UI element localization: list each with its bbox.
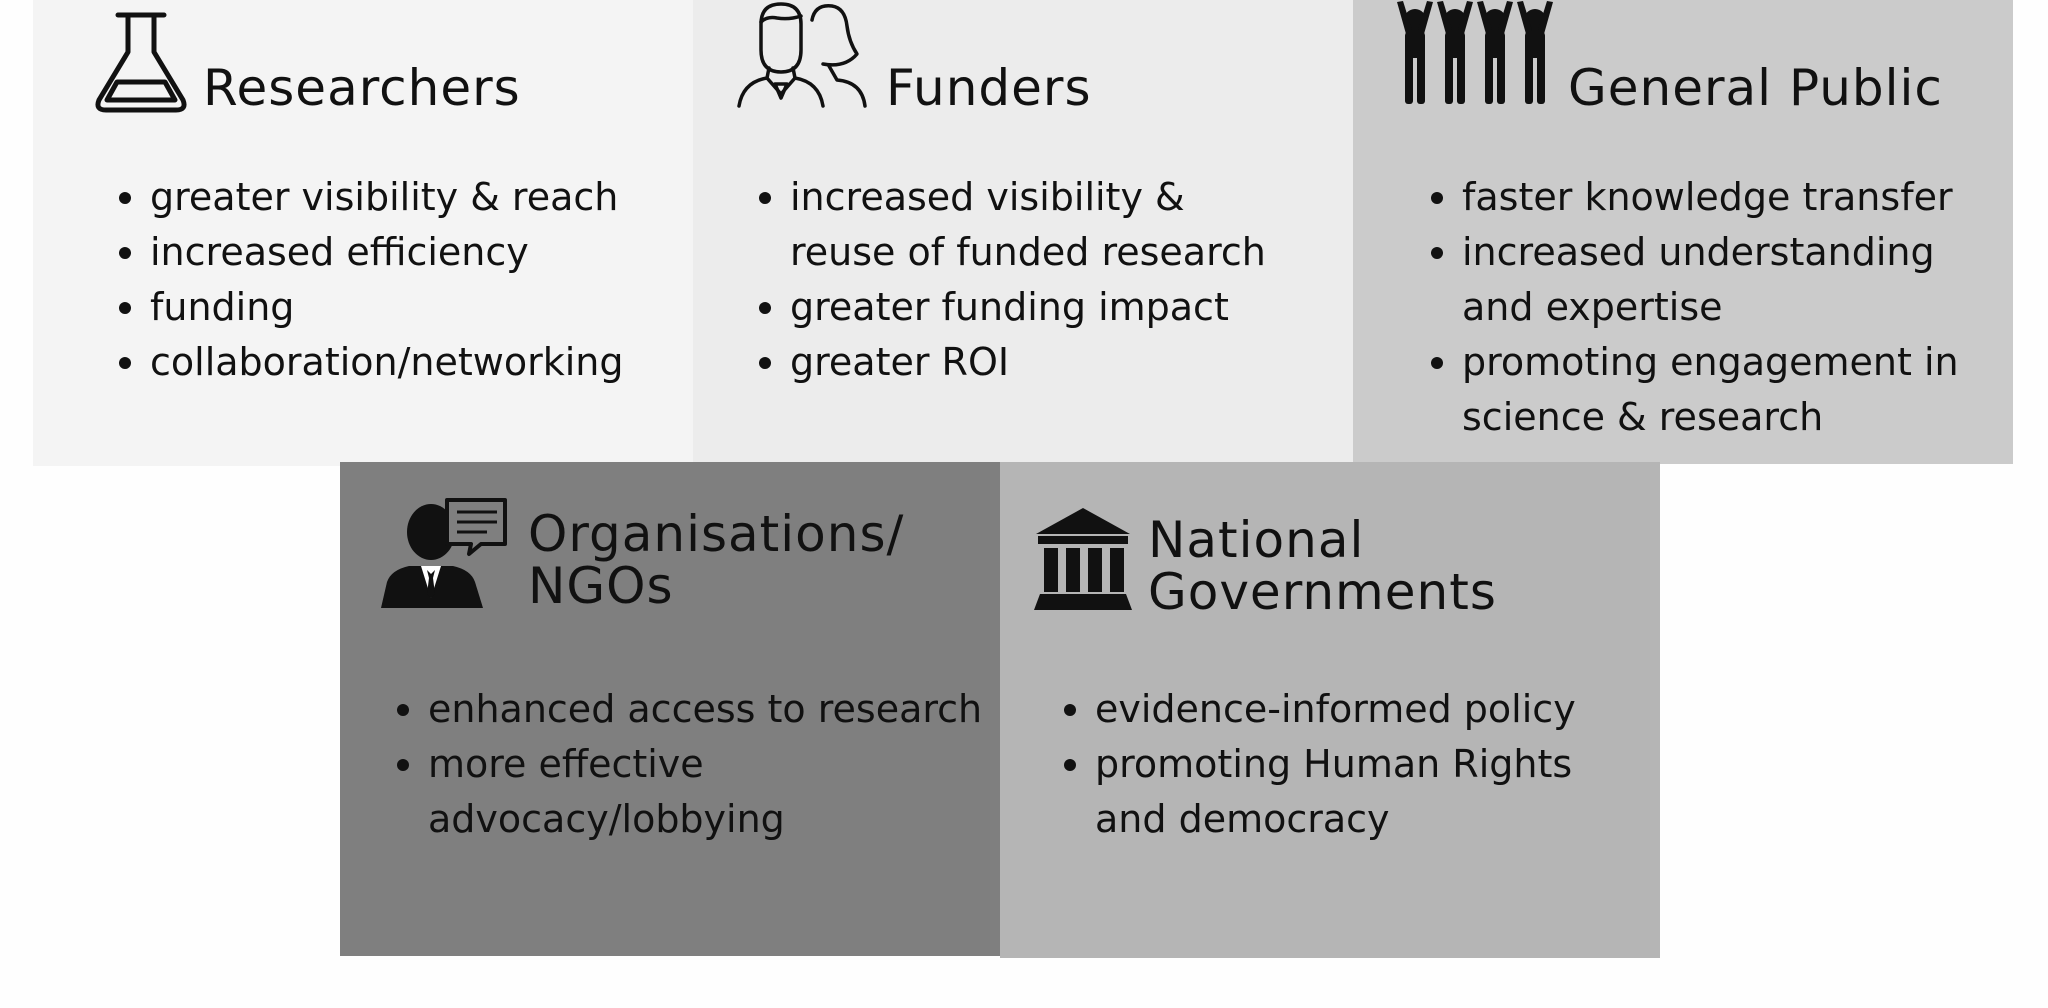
- funders-list: increased visibility & reuse of funded r…: [759, 170, 1266, 390]
- list-item: funding: [119, 280, 624, 335]
- list-item: promoting Human Rights and democracy: [1064, 737, 1576, 847]
- gov-panel: National Governments evidence-informed p…: [1000, 462, 1660, 958]
- list-item-text: and democracy: [1095, 797, 1390, 841]
- list-item: greater visibility & reach: [119, 170, 624, 225]
- list-item-text: faster knowledge transfer: [1462, 175, 1953, 219]
- list-item: greater funding impact: [759, 280, 1266, 335]
- gov-list: evidence-informed policy promoting Human…: [1064, 682, 1576, 847]
- list-item: greater ROI: [759, 335, 1266, 390]
- orgs-title: Organisations/ NGOs: [528, 508, 904, 612]
- list-item-text: increased visibility &: [790, 175, 1185, 219]
- list-item-text: funding: [150, 285, 295, 329]
- list-item-text: more effective: [428, 742, 704, 786]
- list-item: increased visibility & reuse of funded r…: [759, 170, 1266, 280]
- orgs-title-line: Organisations/: [528, 505, 905, 563]
- list-item-text: advocacy/lobbying: [428, 797, 785, 841]
- list-item-text: promoting engagement in: [1462, 340, 1959, 384]
- list-item: more effective advocacy/lobbying: [396, 737, 982, 847]
- orgs-title-line: NGOs: [528, 557, 674, 615]
- orgs-panel: Organisations/ NGOs enhanced access to r…: [340, 462, 1000, 956]
- public-list: faster knowledge transfer increased unde…: [1431, 170, 1959, 445]
- funders-title: Funders: [886, 62, 1092, 114]
- researchers-list: greater visibility & reach increased eff…: [119, 170, 624, 390]
- list-item-text: enhanced access to research: [428, 687, 983, 731]
- list-item-text: evidence-informed policy: [1095, 687, 1576, 731]
- list-item-text: reuse of funded research: [790, 230, 1266, 274]
- list-item-text: greater ROI: [790, 340, 1010, 384]
- list-item-text: increased efficiency: [150, 230, 529, 274]
- funders-title-line: Funders: [886, 59, 1092, 117]
- list-item: enhanced access to research: [396, 682, 983, 737]
- flask-icon: [91, 10, 191, 115]
- list-item-text: science & research: [1462, 395, 1824, 439]
- list-item: increased understanding and expertise: [1431, 225, 1959, 335]
- government-building-icon: [1030, 506, 1136, 612]
- people-outline-icon: [737, 2, 869, 108]
- list-item-text: increased understanding: [1462, 230, 1935, 274]
- list-item-text: promoting Human Rights: [1095, 742, 1573, 786]
- gov-title: National Governments: [1148, 514, 1497, 618]
- list-item: increased efficiency: [119, 225, 624, 280]
- list-item-text: greater funding impact: [790, 285, 1229, 329]
- funders-panel: Funders increased visibility & reuse of …: [693, 0, 1353, 462]
- list-item: evidence-informed policy: [1064, 682, 1576, 737]
- researchers-panel: Researchers greater visibility & reach i…: [33, 0, 693, 466]
- gov-title-line: Governments: [1148, 563, 1497, 621]
- businessman-speech-icon: [377, 498, 507, 614]
- list-item-text: collaboration/networking: [150, 340, 624, 384]
- public-title: General Public: [1568, 62, 1943, 114]
- public-panel: General Public faster knowledge transfer…: [1353, 0, 2013, 464]
- list-item-text: greater visibility & reach: [150, 175, 619, 219]
- list-item: promoting engagement in science & resear…: [1431, 335, 1959, 445]
- gov-title-line: National: [1148, 511, 1365, 569]
- list-item-text: and expertise: [1462, 285, 1723, 329]
- list-item: faster knowledge transfer: [1431, 170, 1959, 225]
- public-title-line: General Public: [1568, 59, 1943, 117]
- researchers-title: Researchers: [203, 62, 521, 114]
- researchers-title-line: Researchers: [203, 59, 521, 117]
- crowd-icon: [1395, 0, 1565, 106]
- list-item: collaboration/networking: [119, 335, 624, 390]
- orgs-list: enhanced access to research more effecti…: [396, 682, 983, 847]
